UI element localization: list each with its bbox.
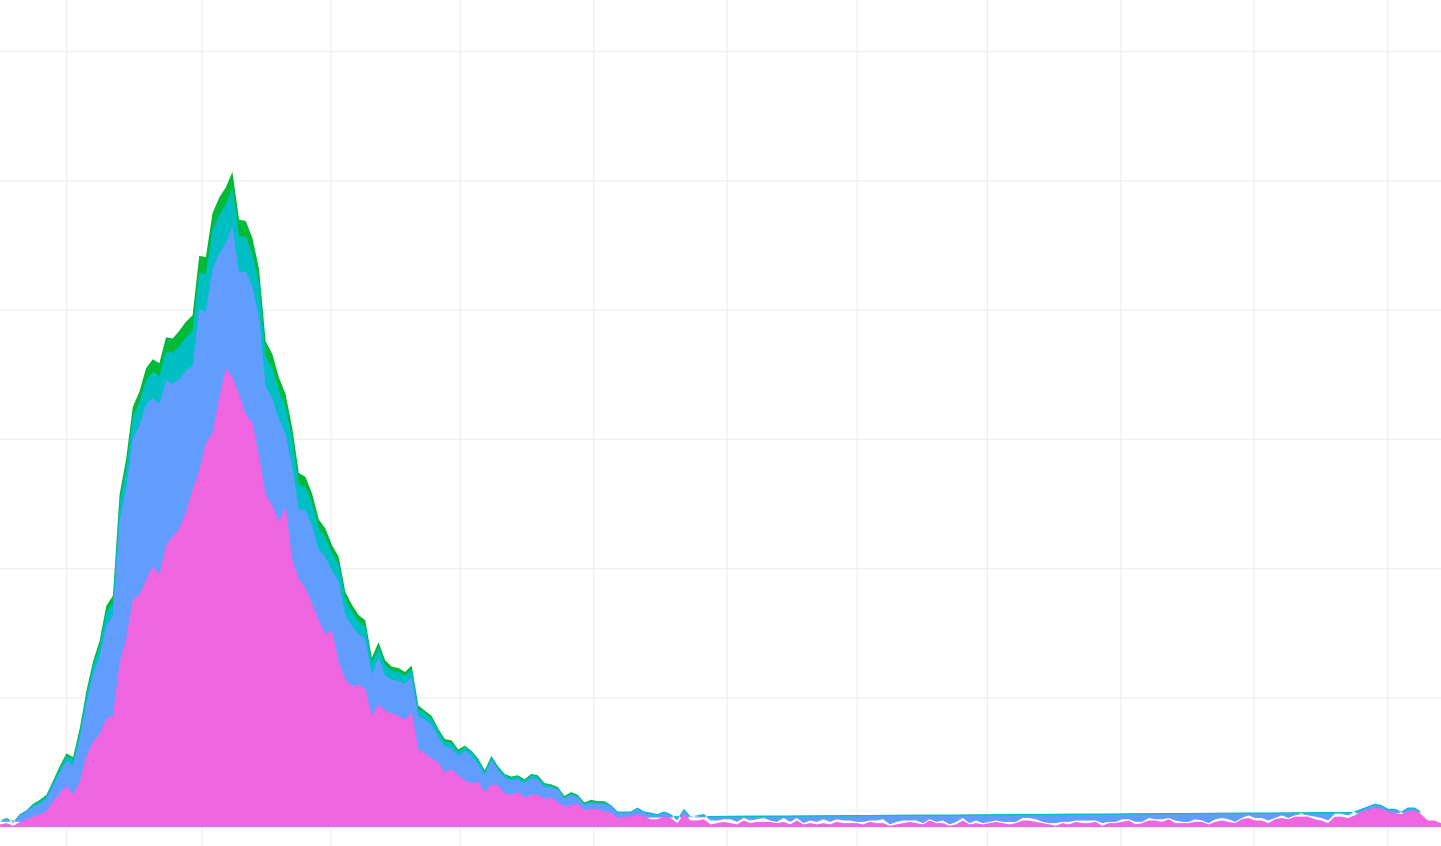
- area-series-1: [0, 368, 1441, 827]
- area-series-group: [0, 171, 1441, 827]
- area-series-2: [0, 226, 1422, 825]
